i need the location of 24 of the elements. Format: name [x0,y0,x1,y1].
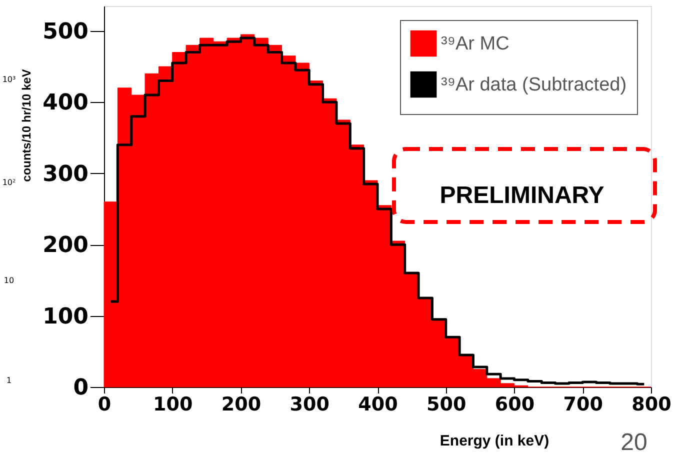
x-tick-label: 400 [358,394,398,416]
x-tick-label: 200 [221,394,262,416]
x-axis-title: Energy (in keV) [440,432,550,450]
y-tick-label: 200 [42,233,88,258]
text: 10³ [2,75,16,84]
x-tick-label: 0 [98,394,112,416]
y-tick-label: 100 [42,304,88,330]
text: 1 [6,376,12,385]
x-tick-label: 100 [153,394,193,416]
x-tick-label: 300 [290,394,330,416]
y-tick-label: 300 [42,162,88,187]
legend-label: ³⁹Ar MC [441,34,510,54]
y-tick-label: 500 [42,19,88,44]
text: 10² [2,178,16,187]
text: 10 [4,276,14,285]
x-tick-label: 500 [426,394,466,416]
legend-label: ³⁹Ar data (Subtracted) [441,74,627,96]
annotation: PRELIMINARY [440,182,604,209]
x-tick-label: 800 [632,394,672,416]
text: 20 [620,429,648,454]
y-tick-label: 400 [42,90,88,116]
y-axis-title: counts/10 hr/10 keV [20,69,34,182]
x-tick-label: 700 [563,394,603,416]
x-tick-label: 600 [494,394,535,416]
